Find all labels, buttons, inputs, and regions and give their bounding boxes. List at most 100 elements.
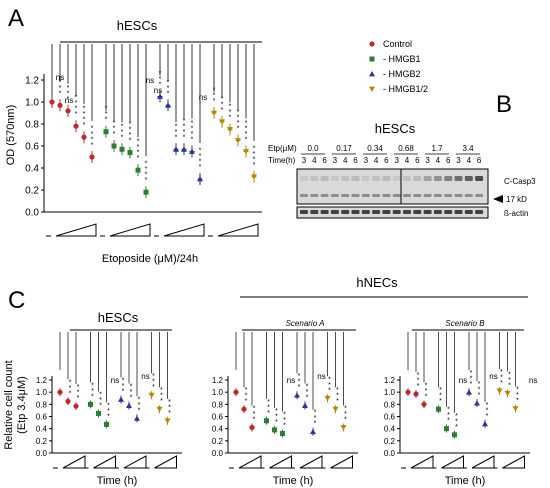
significance-star: * [500, 374, 503, 381]
casp3-17kd-band [413, 194, 422, 197]
time-label: 3 [302, 156, 307, 165]
data-point [65, 108, 71, 114]
significance-star: * [298, 384, 301, 391]
data-point [189, 148, 195, 154]
time-label: 6 [477, 156, 482, 165]
ns-label: ns [489, 372, 497, 381]
significance-star: * [138, 407, 141, 414]
ns-label: ns [141, 372, 149, 381]
casp3-band [351, 176, 360, 181]
data-point [249, 424, 255, 431]
significance-star: * [91, 137, 94, 144]
y-tick-label: 0.8 [36, 400, 48, 409]
significance-star: * [129, 132, 132, 139]
significance-star: * [175, 123, 178, 130]
data-point [504, 390, 511, 397]
significance-star: * [245, 126, 248, 133]
significance-star: * [129, 138, 132, 145]
significance-star: * [328, 382, 331, 389]
significance-star: * [122, 388, 125, 395]
etp-dose-label: 1.7 [431, 144, 443, 153]
significance-star: * [105, 106, 108, 113]
significance-star: * [160, 398, 163, 405]
legend-item: - HMGB2 [383, 69, 421, 79]
data-point [73, 123, 79, 129]
significance-star: * [439, 398, 442, 405]
data-point [280, 431, 285, 437]
time-label: 4 [467, 156, 472, 165]
data-point [211, 110, 217, 116]
significance-star: * [121, 134, 124, 141]
casp3-17kd-band [372, 194, 381, 197]
data-point [157, 93, 163, 99]
data-point [49, 99, 55, 105]
significance-star: * [152, 379, 155, 386]
etp-dose-label: 3.4 [462, 144, 474, 153]
etp-dose-label: 0.68 [398, 144, 414, 153]
data-point [134, 415, 140, 421]
significance-star: * [417, 383, 420, 390]
significance-star: * [328, 376, 331, 383]
casp3-17kd-band [330, 194, 339, 197]
data-point [413, 391, 419, 397]
data-point [119, 146, 125, 152]
significance-star: * [439, 387, 442, 394]
significance-star: * [478, 387, 481, 394]
time-triangle [410, 455, 434, 469]
significance-star: * [253, 151, 256, 158]
significance-star: * [336, 387, 339, 394]
western-blot: 0.0 0.17 0.34 0.68 1.7 3.43 4 6 3 4 6 3 4 6 3 4 6 3 4 6 3 4 6 [296, 144, 489, 219]
actin-blot [296, 206, 489, 219]
data-point [452, 432, 457, 438]
significance-star: * [245, 120, 248, 127]
significance-star: * [77, 390, 80, 397]
y-tick-label: 1.2 [384, 376, 396, 385]
casp3-17kd-band [310, 194, 319, 197]
data-point [126, 402, 132, 408]
casp3-17kd-band [361, 194, 370, 197]
significance-star: * [486, 407, 489, 414]
panel-c-ylabel-2: (Etp 3.4μM) [16, 376, 28, 434]
ns-label: ns [154, 86, 162, 95]
significance-star: * [91, 393, 94, 400]
significance-star: * [129, 127, 132, 134]
significance-star: * [237, 126, 240, 133]
time-triangle [93, 455, 116, 469]
casp3-band [361, 176, 370, 181]
data-point [156, 406, 163, 413]
significance-star: * [167, 79, 170, 86]
significance-star: * [283, 412, 286, 419]
significance-star: * [516, 392, 519, 399]
significance-star: * [175, 129, 178, 136]
significance-star: * [59, 90, 62, 97]
y-tick-label: 0.8 [212, 400, 224, 409]
data-point [444, 426, 449, 432]
casp3-band [413, 176, 422, 181]
data-point [57, 102, 63, 108]
significance-star: * [229, 109, 232, 116]
panel-c-xlabel: Time (h) [97, 475, 138, 487]
significance-star: * [508, 371, 511, 378]
data-point [127, 150, 133, 156]
casp3-band [320, 176, 329, 181]
time-triangle [471, 455, 495, 469]
significance-star: * [245, 131, 248, 138]
significance-star: * [113, 131, 116, 138]
y-tick-label: 0.2 [25, 186, 39, 197]
significance-star: * [121, 123, 124, 130]
actin-band [320, 210, 329, 214]
casp3-label: C-Casp3 [504, 177, 536, 186]
significance-star: * [107, 402, 110, 409]
significance-star: * [275, 419, 278, 426]
time-label: 6 [415, 156, 420, 165]
data-point [227, 127, 233, 133]
data-point [111, 143, 117, 149]
etp-dose-label: 0.0 [307, 144, 319, 153]
significance-star: * [314, 410, 317, 417]
significance-star: * [486, 402, 489, 409]
significance-star: * [417, 372, 420, 379]
panel-c-subplot: Scenario B0.00.20.40.60.81.01.2*********… [384, 319, 538, 487]
y-tick-label: 1.2 [212, 376, 224, 385]
data-point [466, 389, 472, 395]
significance-star: * [183, 118, 186, 125]
